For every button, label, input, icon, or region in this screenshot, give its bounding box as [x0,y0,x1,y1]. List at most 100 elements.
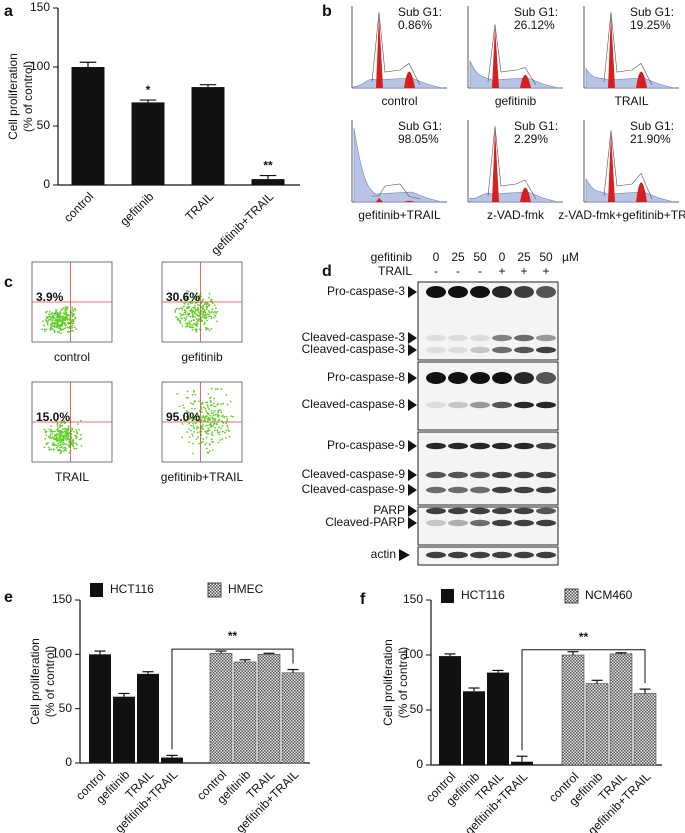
event-dot [188,326,191,328]
event-dot [194,393,197,396]
event-dot [45,310,48,313]
event-dot [75,442,77,445]
event-dot [193,427,195,429]
blot-band [470,401,490,409]
event-dot [192,442,194,445]
event-dot [188,428,191,430]
blot-band [536,286,556,298]
event-dot [59,444,61,447]
event-dot [71,428,74,431]
event-dot [209,400,212,402]
event-dot [57,442,60,445]
event-dot [56,322,59,325]
g1-peak [492,128,499,202]
event-dot [63,434,66,437]
event-dot [51,430,53,433]
event-dot [45,316,48,319]
event-dot [183,302,186,305]
blot-band [448,507,468,515]
event-dot [195,318,198,321]
blot-band [426,372,446,384]
event-dot [50,448,53,451]
event-dot [185,322,188,325]
event-dot [45,319,48,322]
event-dot [176,317,179,320]
event-dot [193,312,196,315]
g1-peak [492,26,499,88]
y-tick-label: 0 [43,177,50,191]
bar [137,673,159,763]
event-dot [209,418,212,421]
event-dot [217,411,220,414]
event-dot [64,312,67,314]
event-dot [194,422,197,425]
event-dot [202,406,205,409]
event-dot [206,302,209,305]
event-dot [195,418,198,421]
event-dot [210,317,213,320]
event-dot [210,327,213,330]
band-label: actin [371,547,396,561]
event-dot [65,443,68,446]
event-dot [60,446,63,448]
event-dot [64,435,67,438]
blot-band [492,286,512,298]
event-dot [217,414,220,417]
y-tick-label: 150 [30,0,50,14]
event-dot [197,436,199,438]
sub-g1-label: Sub G1: [514,5,558,19]
event-dot [213,397,216,400]
event-dot [53,329,56,332]
event-dot [225,437,227,439]
event-dot [188,306,191,308]
event-dot [192,319,195,321]
significance-label: ** [228,629,238,643]
band-arrow [408,505,417,517]
event-dot [191,416,194,419]
event-dot [58,425,61,428]
event-dot [188,422,191,425]
event-dot [43,428,46,431]
event-dot [48,446,50,449]
x-tick-label: control [61,189,96,224]
event-dot [217,403,219,405]
event-dot [186,390,189,393]
legend-label: HMEC [228,582,264,596]
legend-label: HCT116 [110,582,154,596]
event-dot [56,425,59,427]
event-dot [51,319,54,322]
blot-band [470,334,490,342]
blot-band [448,286,468,298]
event-dot [58,435,61,438]
blot-band [448,442,468,450]
event-dot [64,427,67,430]
event-dot [220,411,223,414]
blot-band [536,401,556,409]
blot-band [536,334,556,342]
event-dot [186,312,189,315]
event-dot [208,450,211,453]
event-dot [200,408,203,410]
significance-bracket [171,648,294,750]
y-tick-label: 100 [403,647,423,661]
event-dot [62,441,65,444]
event-dot [174,309,177,311]
event-dot [196,413,198,416]
event-dot [183,305,185,308]
band-arrow [399,549,410,561]
y-axis-label: (% of control) [43,646,57,717]
event-dot [200,411,203,413]
event-dot [181,307,184,309]
dot-cloud [174,290,219,333]
event-dot [191,324,194,326]
event-dot [59,311,62,313]
blot-band [448,334,468,342]
event-dot [203,310,206,313]
event-dot [214,419,217,422]
event-dot [203,323,206,326]
histogram-fill [585,67,675,89]
panel-label: c [4,274,13,291]
event-dot [193,304,196,307]
event-dot [53,448,56,451]
event-dot [191,393,194,396]
